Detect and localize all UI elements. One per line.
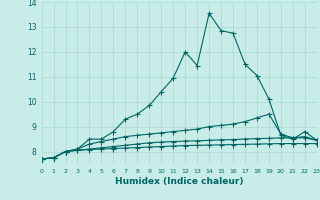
X-axis label: Humidex (Indice chaleur): Humidex (Indice chaleur)	[115, 177, 244, 186]
